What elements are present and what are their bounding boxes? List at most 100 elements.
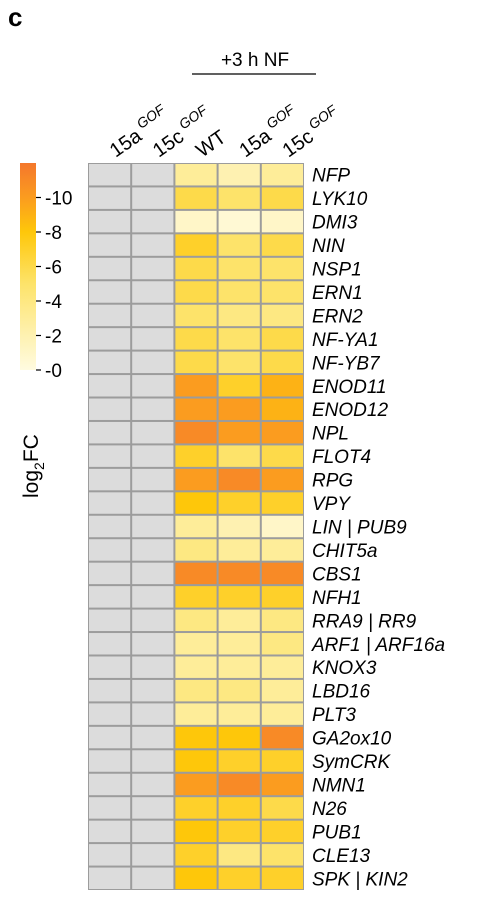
heatmap-cell: [261, 539, 303, 561]
heatmap-cell: [175, 773, 217, 796]
row-label: FLOT4: [312, 447, 371, 468]
heatmap-cell: [261, 421, 303, 444]
row-label: CHIT5a: [312, 541, 377, 562]
heatmap-cell: [175, 445, 217, 467]
colorbar-tick-label: -2: [45, 327, 62, 348]
heatmap-cell: [175, 703, 217, 725]
heatmap-cell: [261, 633, 303, 655]
group-label: +3 h NF: [221, 50, 289, 71]
heatmap-cell: [89, 187, 131, 209]
heatmap-cell: [89, 210, 131, 233]
row-label: ENOD11: [312, 377, 387, 398]
heatmap-cell: [261, 797, 303, 819]
heatmap-cell: [261, 492, 303, 514]
heatmap-cell: [89, 633, 131, 655]
heatmap-cell: [132, 187, 174, 209]
row-label: NFP: [312, 166, 350, 187]
heatmap-cell: [132, 515, 174, 538]
colorbar-tick-label: -8: [45, 223, 62, 244]
heatmap-cell: [218, 187, 260, 209]
heatmap-cell: [175, 750, 217, 772]
heatmap-cell: [261, 257, 303, 280]
heatmap-cell: [218, 515, 260, 538]
heatmap-cell: [132, 445, 174, 467]
heatmap-cell: [218, 351, 260, 374]
row-label: NF-YB7: [312, 353, 381, 374]
heatmap-cell: [218, 468, 260, 491]
row-label: NMN1: [312, 775, 366, 796]
heatmap-cell: [175, 679, 217, 702]
heatmap-cell: [218, 328, 260, 350]
row-label: ERN1: [312, 283, 363, 304]
heatmap-cell: [261, 656, 303, 678]
heatmap-cell: [132, 750, 174, 772]
heatmap-cell: [175, 844, 217, 866]
heatmap-cell: [261, 515, 303, 538]
heatmap-cell: [261, 187, 303, 209]
heatmap-cell: [89, 468, 131, 491]
heatmap-cell: [218, 820, 260, 843]
heatmap-cell: [175, 281, 217, 303]
row-label: LYK10: [312, 189, 368, 210]
heatmap-cell: [261, 375, 303, 397]
heatmap-cell: [89, 586, 131, 608]
heatmap-cell: [175, 562, 217, 585]
colorbar-tick-label: -4: [45, 292, 62, 313]
heatmap-cell: [261, 445, 303, 467]
colorbar-tick-label: -10: [45, 189, 72, 210]
heatmap-cell: [175, 234, 217, 256]
heatmap-cell: [261, 328, 303, 350]
heatmap-cell: [89, 398, 131, 420]
heatmap-cell: [218, 867, 260, 889]
row-label: RRA9 | RR9: [312, 611, 417, 632]
heatmap-cell: [175, 210, 217, 233]
heatmap-cell: [89, 234, 131, 256]
row-label: NSP1: [312, 260, 362, 281]
heatmap-cell: [89, 257, 131, 280]
heatmap-cell: [89, 656, 131, 678]
heatmap-cell: [132, 304, 174, 327]
heatmap-cells: [89, 164, 303, 889]
heatmap-cell: [218, 586, 260, 608]
heatmap-cell: [175, 164, 217, 186]
heatmap-cell: [89, 679, 131, 702]
heatmap-cell: [132, 375, 174, 397]
heatmap-cell: [132, 703, 174, 725]
row-label: GA2ox10: [312, 729, 392, 750]
heatmap-cell: [132, 679, 174, 702]
heatmap-cell: [89, 515, 131, 538]
heatmap-cell: [132, 586, 174, 608]
heatmap-cell: [261, 820, 303, 843]
row-label: ENOD12: [312, 400, 388, 421]
heatmap-cell: [261, 867, 303, 889]
heatmap-cell: [175, 375, 217, 397]
heatmap-cell: [89, 703, 131, 725]
heatmap-cell: [175, 586, 217, 608]
heatmap-cell: [175, 492, 217, 514]
heatmap-cell: [89, 164, 131, 186]
heatmap-cell: [175, 421, 217, 444]
colorbar-tick-label: -6: [45, 258, 62, 279]
heatmap-cell: [132, 468, 174, 491]
heatmap-cell: [175, 633, 217, 655]
heatmap-cell: [89, 328, 131, 350]
row-label: NPL: [312, 424, 349, 445]
heatmap-cell: [89, 867, 131, 889]
heatmap-cell: [132, 210, 174, 233]
heatmap-cell: [261, 304, 303, 327]
heatmap-cell: [132, 398, 174, 420]
heatmap-cell: [261, 210, 303, 233]
heatmap-cell: [218, 257, 260, 280]
colorbar: [20, 163, 36, 370]
row-label: NF-YA1: [312, 330, 379, 351]
row-label: LIN | PUB9: [312, 518, 407, 539]
heatmap-cell: [218, 281, 260, 303]
heatmap-cell: [218, 445, 260, 467]
colorbar-ticks: -0 -2 -4 -6 -8 -10: [36, 189, 72, 382]
heatmap-cell: [132, 656, 174, 678]
heatmap-cell: [132, 281, 174, 303]
heatmap-cell: [175, 257, 217, 280]
heatmap-cell: [218, 679, 260, 702]
heatmap-cell: [132, 164, 174, 186]
